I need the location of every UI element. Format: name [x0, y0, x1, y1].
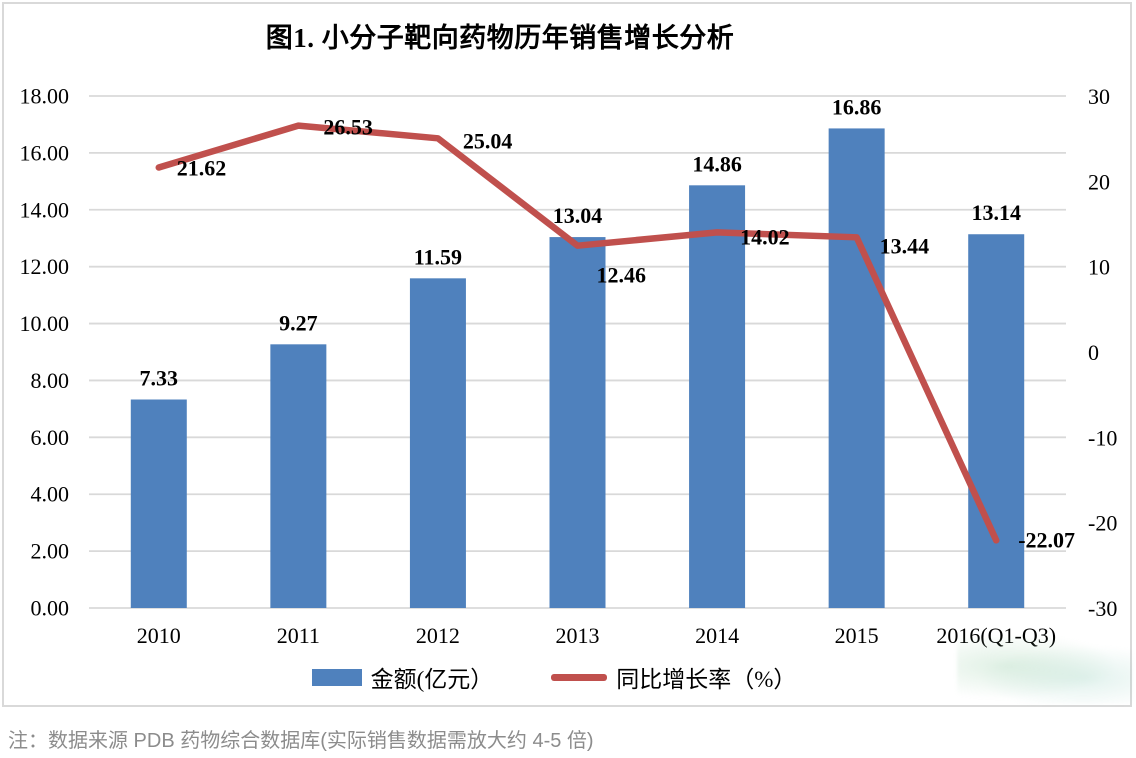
y-axis-tick-right: 0	[1088, 340, 1099, 365]
bar-2011	[270, 344, 327, 608]
y-axis-tick-left: 14.00	[20, 197, 70, 222]
legend-label-growth-rate: 同比增长率（%）	[616, 667, 797, 692]
x-axis-label: 2013	[556, 623, 600, 648]
y-axis-tick-left: 18.00	[20, 84, 70, 109]
bar-value-label: 13.04	[553, 203, 603, 228]
x-axis-label: 2010	[137, 623, 181, 648]
y-axis-tick-left: 2.00	[31, 539, 70, 564]
bar-value-label: 11.59	[414, 244, 462, 269]
y-axis-tick-left: 10.00	[20, 311, 70, 336]
bar-2010	[130, 399, 187, 608]
x-axis-label: 2011	[277, 623, 320, 648]
bar-value-label: 13.14	[971, 200, 1021, 225]
bar-2015	[828, 128, 885, 608]
x-axis-label: 2014	[695, 623, 739, 648]
line-value-label: 14.02	[740, 224, 790, 249]
y-axis-tick-right: -10	[1088, 425, 1117, 450]
x-axis-label: 2015	[835, 623, 879, 648]
bar-series-swatch-icon	[311, 668, 362, 686]
chart-legend: 金额(亿元） 同比增长率（%）	[0, 660, 1108, 694]
y-axis-tick-right: 10	[1088, 255, 1110, 280]
y-axis-tick-left: 8.00	[31, 368, 70, 393]
x-axis-label: 2016(Q1-Q3)	[936, 623, 1056, 648]
y-axis-tick-left: 6.00	[31, 425, 70, 450]
source-footnote: 注：数据来源 PDB 药物综合数据库(实际销售数据需放大约 4-5 倍)	[8, 730, 594, 752]
line-value-label: 21.62	[177, 156, 227, 181]
bar-value-label: 7.33	[140, 366, 179, 391]
y-axis-tick-left: 12.00	[20, 254, 70, 279]
bar-value-label: 14.86	[692, 151, 742, 176]
y-axis-tick-right: 20	[1088, 169, 1110, 194]
line-value-label: 26.53	[323, 115, 373, 140]
y-axis-tick-left: 4.00	[31, 482, 70, 507]
y-axis-tick-left: 16.00	[20, 140, 70, 165]
line-series-swatch-icon	[551, 673, 608, 681]
legend-item-amount: 金额(亿元）	[311, 660, 494, 694]
line-value-label: -22.07	[1018, 527, 1075, 552]
line-value-label: 12.46	[597, 263, 647, 288]
x-axis-label: 2012	[416, 623, 460, 648]
line-value-label: 25.04	[463, 128, 513, 153]
legend-item-growth-rate: 同比增长率（%）	[551, 660, 796, 694]
bar-2012	[409, 278, 466, 608]
bar-2014	[689, 185, 746, 608]
growth-line	[155, 122, 1000, 544]
y-axis-tick-left: 0.00	[31, 596, 70, 621]
legend-label-amount: 金额(亿元）	[370, 667, 494, 692]
bar-2016(Q1-Q3)	[968, 234, 1025, 609]
line-value-label: 13.44	[880, 233, 930, 258]
chart-border-frame	[2, 2, 1132, 707]
y-axis-tick-right: -20	[1088, 511, 1117, 536]
y-axis-tick-right: -30	[1088, 596, 1117, 621]
y-axis-tick-right: 30	[1088, 84, 1110, 109]
bar-value-label: 16.86	[832, 94, 882, 119]
bar-value-label: 9.27	[279, 310, 318, 335]
bar-2013	[549, 237, 606, 608]
chart-title: 图1. 小分子靶向药物历年销售增长分析	[265, 23, 735, 53]
